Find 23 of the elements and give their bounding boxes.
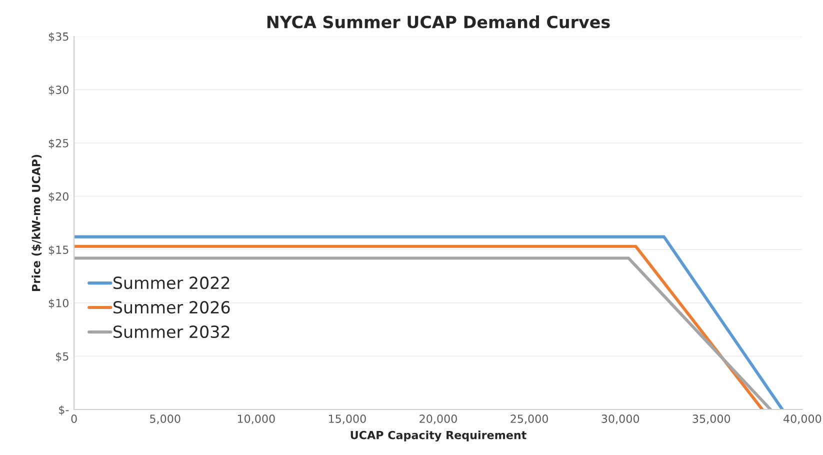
legend-label: Summer 2022 — [114, 276, 230, 290]
x-tick-label: 0 — [71, 414, 77, 423]
x-tick-label: 20,000 — [420, 414, 457, 424]
legend-label: Summer 2026 — [114, 300, 230, 314]
x-tick-label: 40,000 — [784, 414, 822, 424]
y-tick-label: $30 — [48, 85, 68, 96]
y-axis-title: Price ($/kW-mo UCAP) — [32, 154, 42, 291]
x-tick-label: 25,000 — [510, 414, 548, 424]
y-tick-label: $20 — [48, 192, 68, 202]
x-tick-label: 15,000 — [328, 414, 366, 424]
x-tick-label: 5,000 — [150, 414, 180, 424]
chart-title: NYCA Summer UCAP Demand Curves — [267, 15, 610, 28]
y-tick-label: $- — [59, 405, 69, 416]
x-tick-label: 30,000 — [602, 414, 640, 424]
x-tick-label: 35,000 — [692, 414, 730, 424]
y-tick-label: $10 — [48, 298, 68, 309]
x-tick-label: 10,000 — [238, 414, 275, 424]
y-tick-label: $15 — [48, 245, 68, 256]
x-axis-title: UCAP Capacity Requirement — [350, 430, 526, 442]
y-tick-label: $25 — [48, 138, 68, 149]
y-tick-label: $35 — [48, 32, 68, 42]
y-tick-label: $5 — [56, 352, 68, 362]
legend-label: Summer 2032 — [114, 325, 230, 338]
